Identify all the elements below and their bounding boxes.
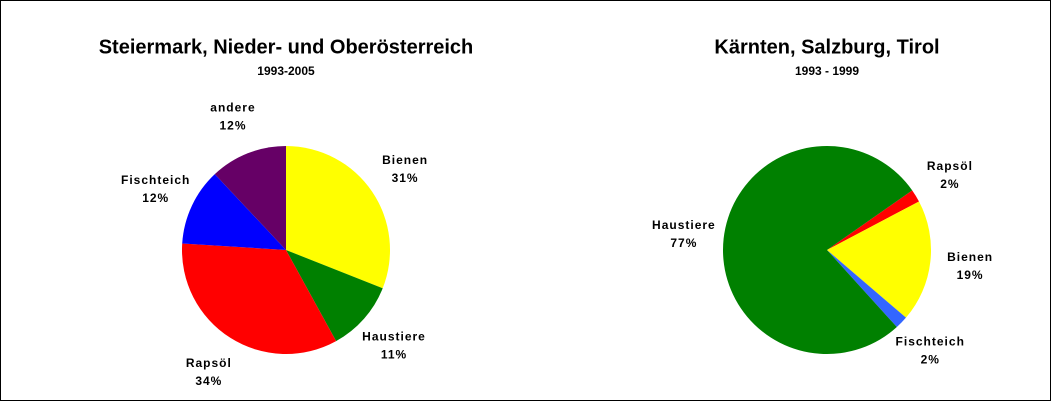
- chart-subtitle: 1993 - 1999: [795, 64, 859, 78]
- slice-value-label: 34%: [195, 374, 222, 388]
- pie-slice: [827, 201, 931, 318]
- pie-slice: [214, 146, 286, 250]
- pie-slice: [827, 250, 906, 328]
- slice-label: Fischteich: [121, 173, 190, 187]
- slice-value-label: 77%: [670, 236, 697, 250]
- slice-label: Rapsöl: [927, 159, 973, 173]
- pie-slice: [286, 146, 390, 289]
- chart-title: Steiermark, Nieder- und Oberösterreich: [99, 36, 474, 58]
- chart-title: Kärnten, Salzburg, Tirol: [714, 36, 939, 58]
- slice-label: Bienen: [947, 250, 993, 264]
- pie-slice: [722, 145, 913, 354]
- slice-value-label: 2%: [940, 177, 959, 191]
- slice-value-label: 19%: [957, 268, 984, 282]
- pie-slice: [182, 243, 337, 355]
- slice-value-label: 12%: [219, 118, 246, 132]
- pie-slice: [827, 190, 919, 250]
- slice-value-label: 2%: [921, 353, 940, 367]
- slice-value-label: 12%: [142, 191, 169, 205]
- slice-label: andere: [210, 100, 255, 114]
- slice-label: Rapsöl: [186, 356, 232, 370]
- slice-value-label: 11%: [381, 347, 407, 361]
- slice-value-label: 31%: [392, 171, 419, 185]
- chart-subtitle: 1993-2005: [257, 64, 315, 78]
- slice-label: Fischteich: [896, 335, 965, 349]
- slice-label: Haustiere: [652, 218, 716, 232]
- slice-label: Bienen: [382, 153, 428, 167]
- slice-label: Haustiere: [362, 329, 426, 343]
- pie-slice: [182, 174, 286, 250]
- pie-slice: [286, 250, 383, 342]
